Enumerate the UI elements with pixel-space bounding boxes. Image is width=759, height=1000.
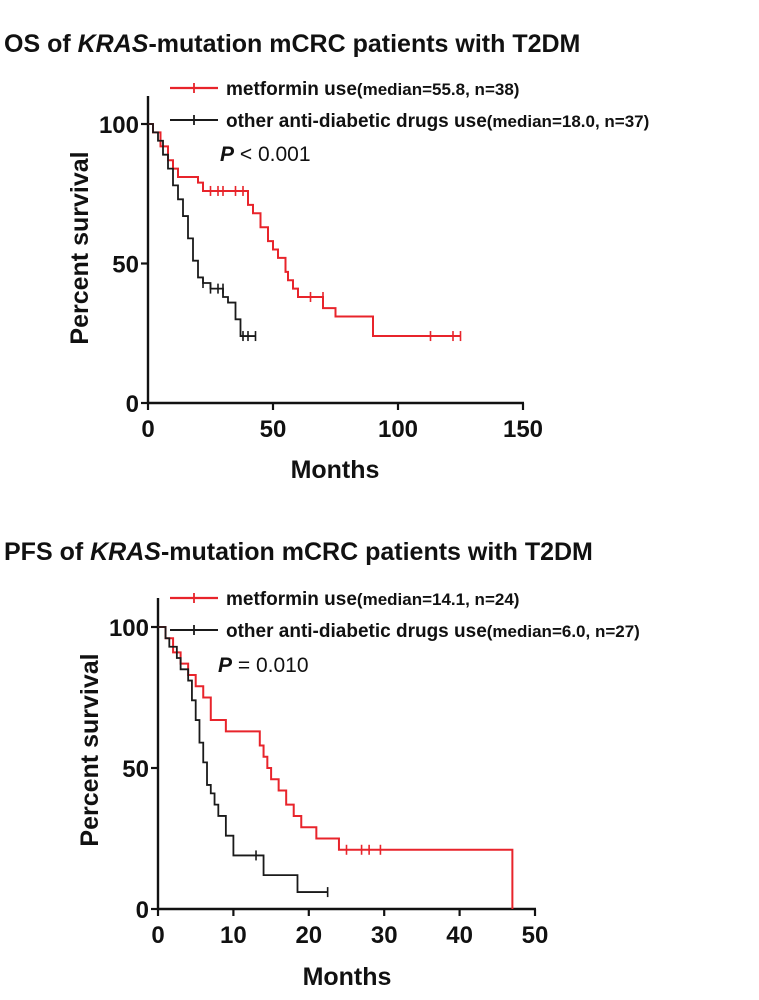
os-series bbox=[148, 123, 462, 342]
os-y-axis-label: Percent survival bbox=[66, 151, 94, 344]
os-axes bbox=[146, 96, 524, 405]
pfs-chart-title: PFS of KRAS-mutation mCRC patients with … bbox=[4, 538, 593, 566]
pfs-x-tick-label: 30 bbox=[371, 922, 398, 949]
os-y-tick-label: 50 bbox=[112, 252, 139, 279]
os-series-other-line bbox=[148, 123, 256, 337]
pfs-x-tick-label: 50 bbox=[522, 922, 549, 949]
os-x-tick-label: 100 bbox=[378, 416, 418, 443]
pfs-legend: metformin use(median=14.1, n=24) other a… bbox=[170, 589, 640, 642]
pfs-x-tick-label: 0 bbox=[151, 922, 164, 949]
os-x-tick-label: 50 bbox=[260, 416, 287, 443]
os-x-axis-label: Months bbox=[291, 456, 380, 484]
pfs-y-tick-label: 0 bbox=[136, 897, 149, 924]
pfs-legend-entry-metformin: metformin use(median=14.1, n=24) bbox=[226, 589, 519, 610]
pfs-x-axis-label: Months bbox=[303, 963, 392, 991]
os-legend: metformin use(median=55.8, n=38) other a… bbox=[170, 79, 649, 132]
os-y-tick-label: 100 bbox=[99, 112, 139, 139]
pfs-y-axis-label: Percent survival bbox=[76, 653, 104, 846]
pfs-series bbox=[158, 626, 514, 909]
pfs-axes bbox=[156, 598, 536, 911]
os-legend-entry-other: other anti-diabetic drugs use(median=18.… bbox=[226, 111, 649, 132]
os-p-value: P < 0.001 bbox=[220, 143, 311, 166]
os-chart-title: OS of KRAS-mutation mCRC patients with T… bbox=[4, 30, 580, 58]
pfs-ticks: 0 10 20 30 40 50 0 50 100 bbox=[109, 615, 548, 949]
pfs-legend-entry-other: other anti-diabetic drugs use(median=6.0… bbox=[226, 621, 640, 642]
pfs-panel: PFS of KRAS-mutation mCRC patients with … bbox=[4, 538, 640, 991]
pfs-x-tick-label: 20 bbox=[295, 922, 322, 949]
pfs-series-other-line bbox=[158, 626, 328, 893]
pfs-x-tick-label: 10 bbox=[220, 922, 247, 949]
pfs-x-tick-label: 40 bbox=[446, 922, 473, 949]
pfs-y-tick-label: 100 bbox=[109, 615, 149, 642]
pfs-series-metformin-line bbox=[158, 626, 514, 909]
pfs-p-value: P = 0.010 bbox=[218, 654, 309, 677]
os-panel: OS of KRAS-mutation mCRC patients with T… bbox=[4, 30, 649, 484]
os-ticks: 0 50 100 150 0 50 100 bbox=[99, 112, 543, 443]
os-y-tick-label: 0 bbox=[126, 391, 139, 418]
os-x-tick-label: 150 bbox=[503, 416, 543, 443]
os-legend-entry-metformin: metformin use(median=55.8, n=38) bbox=[226, 79, 519, 100]
os-x-tick-label: 0 bbox=[141, 416, 154, 443]
pfs-y-tick-label: 50 bbox=[122, 756, 149, 783]
